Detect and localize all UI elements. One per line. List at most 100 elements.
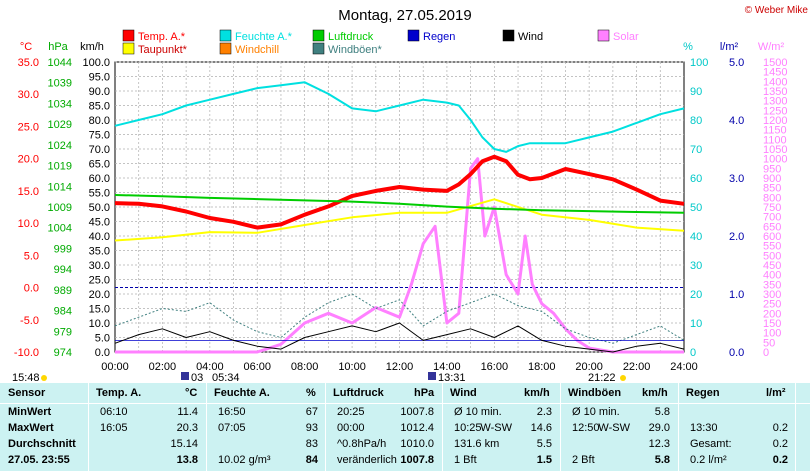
press-tick-label: 1024 xyxy=(48,140,72,152)
solar-tick-label: 150 xyxy=(763,318,781,330)
table-cell: Ø 10 min. xyxy=(454,406,502,418)
press-tick-label: 1034 xyxy=(48,98,72,110)
legend-swatch xyxy=(219,42,232,55)
wind-axis-label: km/h xyxy=(80,41,104,53)
solar-tick-label: 1100 xyxy=(763,134,787,146)
table-cell: veränderlich xyxy=(337,454,397,466)
col-divider xyxy=(560,383,561,471)
marker-label: 13:31 xyxy=(438,372,466,383)
temp-tick-label: -5.0 xyxy=(20,315,39,327)
wind-tick-label: 40.0 xyxy=(89,231,110,243)
table-cell: 84 xyxy=(305,454,318,466)
solar-tick-label: 50 xyxy=(763,337,775,349)
table-cell: ^0.8hPa/h xyxy=(337,438,387,450)
legend-swatch xyxy=(502,29,515,42)
solar-tick-label: 1450 xyxy=(763,67,787,79)
rain-tick-label: 3.0 xyxy=(729,173,744,185)
table-cell: W-SW xyxy=(480,422,512,434)
solar-tick-label: 800 xyxy=(763,192,781,204)
table-cell: 29.0 xyxy=(648,422,670,434)
temp-tick-label: 20.0 xyxy=(18,154,39,166)
legend-swatch xyxy=(407,29,420,42)
wind-tick-label: 5.0 xyxy=(95,333,110,345)
table-cell: 67 xyxy=(305,406,318,418)
x-tick-label: 18:00 xyxy=(528,361,556,373)
table-cell: 5.8 xyxy=(654,406,670,418)
press-tick-label: 1044 xyxy=(48,57,72,69)
solar-tick-label: 950 xyxy=(763,163,781,175)
table-cell: 15.14 xyxy=(170,438,198,450)
solar-tick-label: 1000 xyxy=(763,154,787,166)
press-tick-label: 984 xyxy=(54,306,72,318)
table-cell: 06:10 xyxy=(100,406,128,418)
press-tick-label: 994 xyxy=(54,264,72,276)
temp-tick-label: 15.0 xyxy=(18,186,39,198)
header-hum: Feuchte A. xyxy=(214,387,270,399)
solar-tick-label: 1200 xyxy=(763,115,787,127)
table-cell: 16:50 xyxy=(218,406,246,418)
wind-tick-label: 55.0 xyxy=(89,188,110,200)
header-hum-unit: % xyxy=(306,387,316,399)
table-cell: 13.8 xyxy=(176,454,198,466)
hum-tick-label: 60 xyxy=(690,173,702,185)
solar-tick-label: 450 xyxy=(763,260,781,272)
col-divider xyxy=(206,383,207,471)
table-cell: 07:05 xyxy=(218,422,246,434)
press-tick-label: 974 xyxy=(54,347,72,359)
solar-tick-label: 600 xyxy=(763,231,781,243)
wind-tick-label: 65.0 xyxy=(89,159,110,171)
solar-tick-label: 0 xyxy=(763,347,769,359)
temp-tick-label: -10.0 xyxy=(14,347,39,359)
series-line xyxy=(114,198,685,242)
header-wind-unit: km/h xyxy=(524,387,550,399)
header-gust-unit: km/h xyxy=(642,387,668,399)
temp-tick-label: 10.0 xyxy=(18,218,39,230)
hum-tick-label: 10 xyxy=(690,318,702,330)
table-cell: 20:25 xyxy=(337,406,365,418)
legend-label: Regen xyxy=(423,31,455,43)
solar-tick-label: 400 xyxy=(763,270,781,282)
table-cell: 12.3 xyxy=(648,438,670,450)
wind-tick-label: 45.0 xyxy=(89,217,110,229)
header-gust: Windböen xyxy=(568,387,622,399)
x-tick-label: 12:00 xyxy=(386,361,414,373)
table-cell: 5.5 xyxy=(536,438,552,450)
series-line xyxy=(114,293,685,344)
table-cell: 2.3 xyxy=(536,406,552,418)
table-cell: 13:30 xyxy=(690,422,718,434)
hum-tick-label: 70 xyxy=(690,144,702,156)
x-tick-label: 16:00 xyxy=(481,361,509,373)
press-tick-label: 1029 xyxy=(48,119,72,131)
wind-tick-label: 60.0 xyxy=(89,173,110,185)
legend-swatch xyxy=(312,29,325,42)
wind-tick-label: 35.0 xyxy=(89,246,110,258)
table-cell: 1010.0 xyxy=(400,438,434,450)
rain-tick-label: 0.0 xyxy=(729,347,744,359)
solar-tick-label: 700 xyxy=(763,212,781,224)
wind-tick-label: 100.0 xyxy=(82,57,110,69)
rain-axis-label: l/m² xyxy=(720,41,739,53)
rain-tick-label: 4.0 xyxy=(729,115,744,127)
solar-tick-label: 1050 xyxy=(763,144,787,156)
stats-table: Sensor Temp. A. °C Feuchte A. % Luftdruc… xyxy=(0,383,810,471)
press-tick-label: 1009 xyxy=(48,202,72,214)
press-axis-label: hPa xyxy=(48,41,68,53)
x-tick-label: 08:00 xyxy=(291,361,319,373)
temp-tick-label: 35.0 xyxy=(18,57,39,69)
table-cell: MaxWert xyxy=(8,422,54,434)
hum-tick-label: 90 xyxy=(690,86,702,98)
hum-tick-label: 30 xyxy=(690,260,702,272)
x-tick-label: 14:00 xyxy=(433,361,461,373)
x-tick-label: 02:00 xyxy=(149,361,177,373)
copyright-text: © Weber Mike xyxy=(745,5,809,16)
wind-tick-label: 50.0 xyxy=(89,202,110,214)
table-cell: W-SW xyxy=(598,422,630,434)
table-cell: Gesamt: xyxy=(690,438,732,450)
table-cell: 27.05. 23:55 xyxy=(8,454,70,466)
x-tick-label: 04:00 xyxy=(196,361,224,373)
header-temp: Temp. A. xyxy=(96,387,142,399)
wind-tick-label: 95.0 xyxy=(89,72,110,84)
solar-axis-label: W/m² xyxy=(758,41,785,53)
header-press-unit: hPa xyxy=(414,387,435,399)
